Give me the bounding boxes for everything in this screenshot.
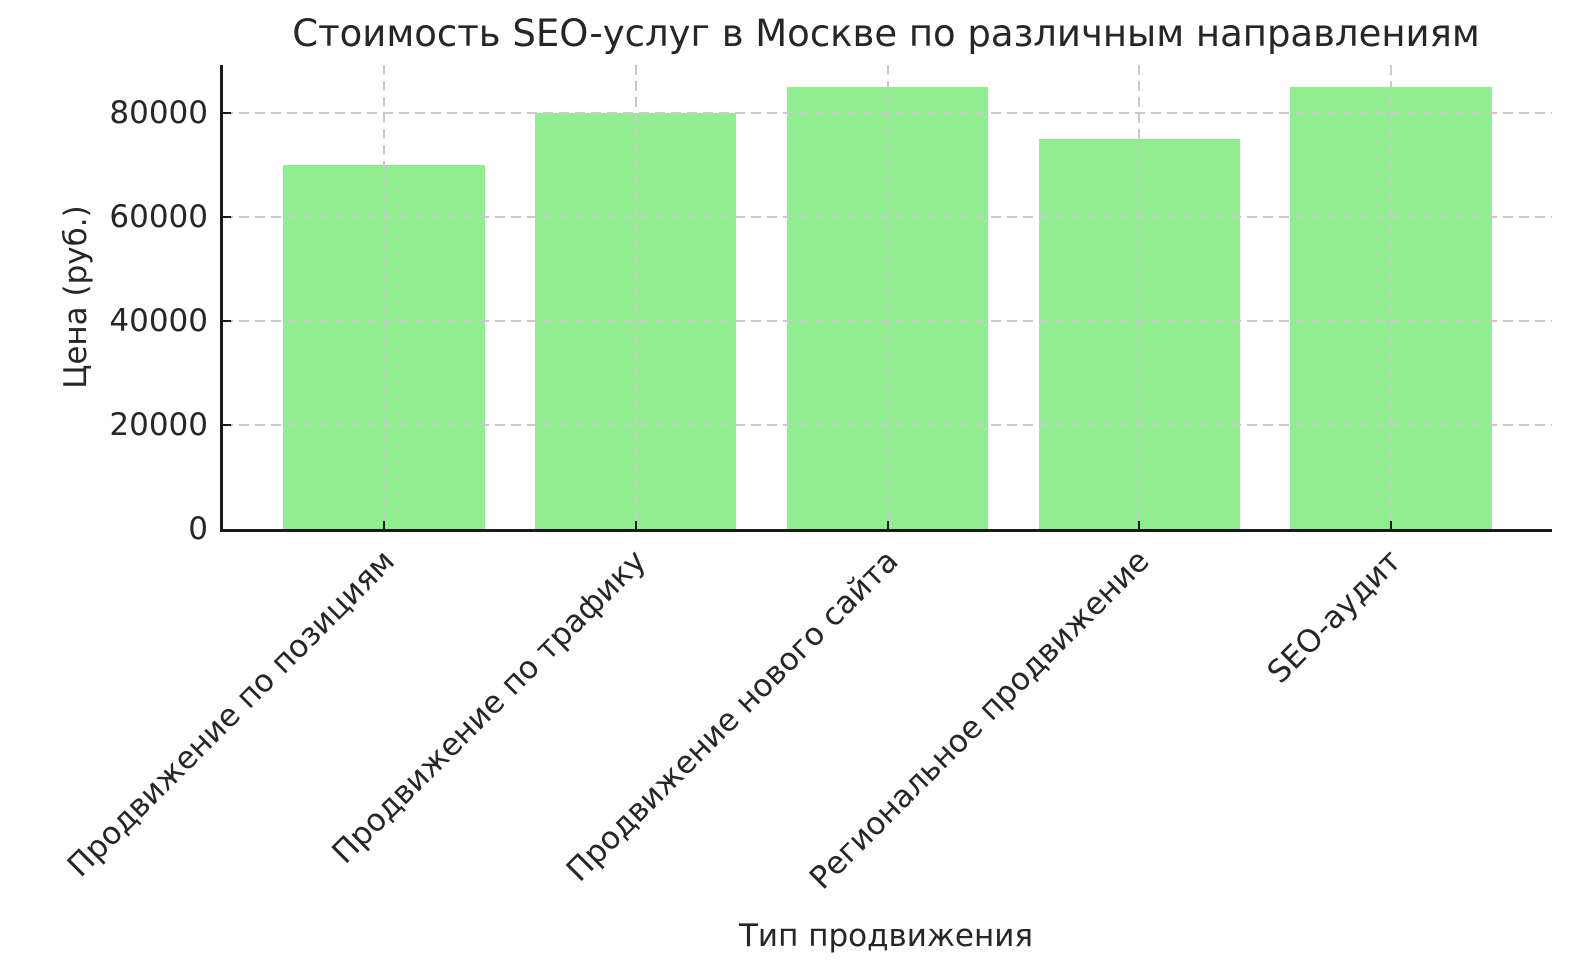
x-tick-5 bbox=[1389, 521, 1392, 529]
y-tick-20000 bbox=[223, 424, 231, 427]
y-tick-label-20000: 20000 bbox=[109, 407, 208, 444]
x-tick-2 bbox=[634, 521, 637, 529]
y-tick-label-60000: 60000 bbox=[109, 199, 208, 236]
y-tick-label-80000: 80000 bbox=[109, 95, 208, 132]
v-gridline-3 bbox=[886, 65, 889, 529]
y-tick-60000 bbox=[223, 216, 231, 219]
y-tick-80000 bbox=[223, 112, 231, 115]
v-gridline-2 bbox=[634, 65, 637, 529]
x-tick-3 bbox=[886, 521, 889, 529]
x-tick-1 bbox=[383, 521, 386, 529]
y-tick-40000 bbox=[223, 320, 231, 323]
y-tick-label-0: 0 bbox=[188, 511, 208, 547]
chart-title: Стоимость SEO-услуг в Москве по различны… bbox=[292, 12, 1480, 55]
x-tick-4 bbox=[1138, 521, 1141, 529]
x-axis-label: Тип продвижения bbox=[738, 918, 1034, 954]
v-gridline-5 bbox=[1389, 65, 1392, 529]
plot-area bbox=[220, 65, 1552, 532]
v-gridline-4 bbox=[1138, 65, 1141, 529]
y-tick-label-40000: 40000 bbox=[109, 303, 208, 340]
v-gridline-1 bbox=[383, 65, 386, 529]
x-tick-label-5: SEO-аудит bbox=[1260, 543, 1409, 691]
